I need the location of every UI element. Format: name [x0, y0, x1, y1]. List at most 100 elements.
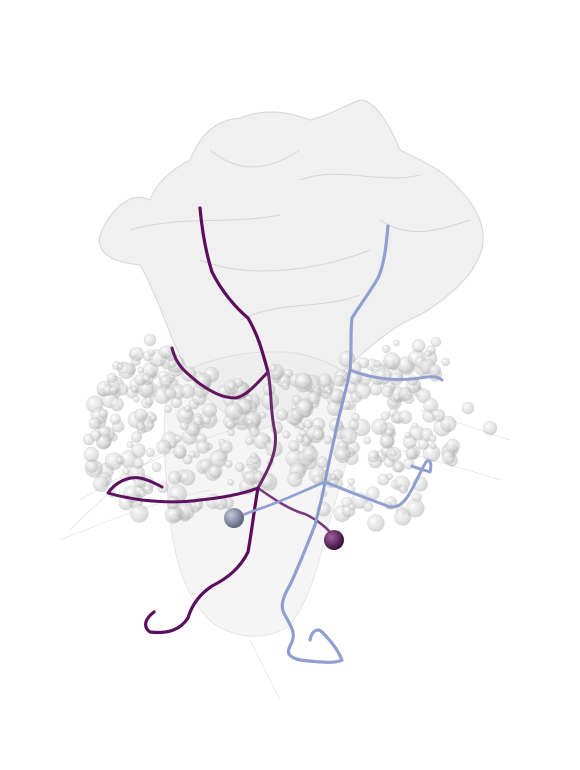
synapse-sphere	[109, 413, 122, 425]
mesh-upper-lobe	[98, 99, 484, 431]
synapse-sphere	[149, 414, 158, 422]
synapse-sphere	[430, 336, 442, 348]
synapse-sphere	[145, 447, 156, 458]
synapse-sphere	[163, 405, 172, 414]
synapse-sphere	[417, 438, 430, 450]
synapse-sphere	[429, 442, 437, 450]
synapse-sphere	[288, 440, 300, 452]
synapse-sphere	[185, 422, 201, 438]
synapse-sphere	[202, 415, 212, 425]
synapse-sphere	[333, 374, 346, 387]
synapse-sphere	[90, 429, 102, 442]
synapse-sphere	[219, 440, 233, 454]
synapse-sphere	[367, 450, 380, 463]
synapse-sphere	[294, 372, 312, 390]
synapse-sphere	[208, 464, 223, 479]
synapse-sphere	[129, 346, 144, 362]
mesh-detail-lines	[129, 149, 471, 321]
synapse-sphere	[411, 339, 426, 353]
synapse-sphere	[227, 381, 237, 391]
synapse-sphere	[482, 420, 498, 436]
synapse-sphere	[136, 421, 146, 431]
synapse-sphere	[423, 397, 439, 414]
synapse-sphere	[179, 469, 196, 486]
synapse-sphere	[316, 456, 329, 469]
synapse-sphere	[461, 401, 475, 415]
synapse-sphere	[182, 454, 193, 465]
neuron-b-trunk	[313, 368, 352, 527]
synapse-sphere	[405, 447, 419, 461]
synapse-sphere	[179, 420, 190, 431]
synapse-sphere	[302, 446, 319, 463]
synapse-sphere	[147, 349, 156, 357]
synapse-sphere	[404, 431, 412, 439]
synapse-sphere	[142, 374, 151, 383]
synapse-sphere	[131, 443, 146, 459]
synapse-sphere	[363, 436, 372, 445]
synapse-sphere	[371, 418, 388, 436]
synapse-sphere	[227, 428, 235, 437]
synapse-sphere	[180, 384, 195, 399]
synapse-sphere	[399, 485, 409, 494]
synapse-sphere	[108, 385, 119, 396]
synapse-sphere	[382, 344, 391, 354]
neuron-a	[106, 206, 338, 635]
synapse-sphere	[168, 359, 177, 369]
synapse-sphere	[109, 397, 124, 412]
neuron-a-trunk	[256, 370, 278, 490]
synapse-sphere	[281, 381, 291, 391]
synapse-sphere	[106, 372, 118, 384]
synapse-sphere	[234, 462, 245, 472]
synapse-sphere-cloud	[83, 333, 498, 532]
synapse-sphere	[115, 455, 125, 465]
synapse-sphere	[379, 434, 395, 449]
synapse-sphere	[317, 373, 332, 388]
synapse-sphere	[440, 415, 457, 433]
synapse-sphere	[250, 452, 258, 460]
synapse-sphere	[303, 419, 313, 429]
synapse-sphere	[170, 396, 183, 409]
synapse-sphere	[441, 357, 450, 367]
synapse-sphere	[151, 462, 162, 473]
neuron-a-branch-mid	[106, 476, 260, 504]
synapse-sphere	[126, 441, 134, 449]
synapse-sphere	[424, 350, 432, 358]
synapse-sphere	[244, 435, 255, 446]
synapse-sphere	[163, 387, 177, 400]
synapse-sphere	[339, 427, 358, 445]
synapse-sphere	[383, 352, 401, 370]
synapse-sphere	[334, 446, 352, 464]
synapse-sphere	[92, 475, 110, 493]
synapse-sphere	[146, 421, 154, 430]
synapse-sphere	[287, 471, 303, 488]
synapse-sphere	[132, 395, 140, 403]
synapse-sphere	[369, 382, 383, 396]
synapse-sphere	[144, 396, 154, 406]
neuron-b-branch-right	[348, 368, 444, 382]
synapse-sphere	[323, 435, 333, 445]
synapse-sphere	[405, 498, 425, 518]
synapse-sphere	[392, 339, 400, 347]
synapse-sphere	[159, 374, 173, 388]
synapse-sphere	[269, 364, 277, 372]
synapse-sphere	[432, 408, 446, 422]
synapse-sphere	[393, 461, 405, 473]
synapse-sphere	[224, 402, 244, 421]
synapse-sphere	[184, 405, 192, 413]
synapse-sphere	[130, 504, 149, 523]
synapse-sphere	[347, 478, 355, 486]
synapse-sphere	[398, 410, 413, 425]
synapse-sphere	[429, 364, 441, 377]
synapse-sphere	[381, 384, 395, 398]
synapse-sphere	[367, 514, 385, 532]
synapse-sphere	[380, 411, 390, 421]
synapse-sphere	[362, 501, 374, 512]
synapse-sphere	[130, 385, 139, 394]
synapse-sphere	[276, 408, 289, 421]
soma-b-sphere-icon	[224, 508, 244, 528]
synapse-sphere	[373, 360, 382, 368]
synapse-sphere	[173, 434, 183, 443]
synapse-sphere	[295, 399, 314, 418]
synapse-sphere	[295, 434, 305, 444]
